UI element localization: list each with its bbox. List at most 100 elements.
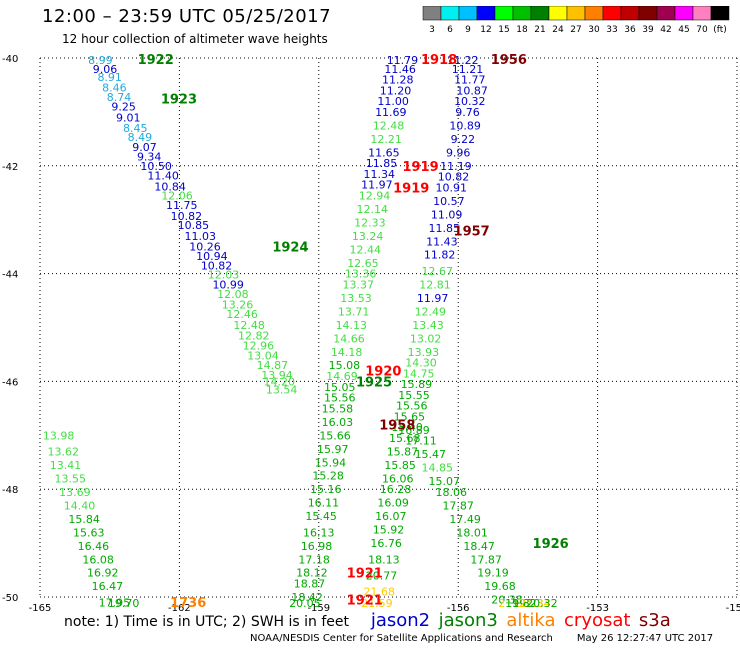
swh-value: 12.49 [415, 305, 447, 318]
y-tick-label: -46 [2, 377, 18, 388]
swh-value: 12.82 [238, 330, 270, 343]
swh-value: 15.47 [415, 448, 447, 461]
swh-value: 15.66 [319, 429, 351, 442]
swh-value: 20.38 [491, 594, 523, 607]
swh-value: 15.94 [315, 456, 347, 469]
swh-value: 11.09 [431, 208, 463, 221]
swh-value: 16.46 [78, 540, 110, 553]
swh-value: 12.48 [373, 119, 405, 132]
swh-value: 15.84 [68, 513, 100, 526]
swh-value: 12.08 [217, 288, 249, 301]
legend-jason2: jason2 [370, 610, 431, 631]
pass-time-label: 1736 [170, 596, 206, 611]
swh-value: 16.76 [370, 537, 402, 550]
units-note: note: 1) Time is in UTC; 2) SWH is in fe… [64, 614, 350, 630]
swh-value: 13.71 [338, 305, 370, 318]
swh-value: 12.65 [347, 257, 379, 270]
pass-time-label: 1919 [402, 160, 438, 175]
swh-value: 20.77 [366, 569, 398, 582]
swh-value: 8.99 [88, 54, 113, 67]
swh-value: 16.08 [82, 553, 114, 566]
swh-value: 9.76 [455, 106, 480, 119]
swh-value: 19.23 [512, 597, 544, 610]
swh-value: 10.91 [435, 181, 467, 194]
pass-time-label: 1926 [533, 537, 569, 552]
color-tick-label: 6 [447, 25, 453, 35]
x-tick-label: -150 [726, 603, 740, 614]
swh-value: 18.13 [368, 553, 400, 566]
swh-value: 13.98 [43, 429, 75, 442]
swh-value: 11.00 [377, 95, 409, 108]
swh-value: 13.36 [345, 268, 377, 281]
swh-value: 10.32 [454, 95, 486, 108]
swh-value: 14.18 [331, 346, 363, 359]
swh-value: 11.65 [368, 146, 400, 159]
legend-s3a: s3a [638, 610, 671, 631]
chart-subtitle: 12 hour collection of altimeter wave hei… [62, 32, 328, 46]
swh-value: 13.93 [408, 346, 440, 359]
swh-value: 15.68 [389, 432, 421, 445]
swh-value: 10.87 [456, 84, 488, 97]
swh-value: 17.95 [99, 596, 131, 609]
swh-value: 9.06 [93, 63, 118, 76]
swh-value: 11.77 [454, 74, 486, 87]
swh-value: 14.40 [64, 499, 96, 512]
swh-value: 17.49 [449, 513, 481, 526]
swh-value: 11.85 [366, 157, 398, 170]
swh-value: 12.44 [350, 243, 382, 256]
swh-value: 8.49 [128, 131, 153, 144]
swh-value: 11.19 [440, 160, 472, 173]
swh-value: 11.43 [426, 235, 458, 248]
swh-value: 11.21 [452, 63, 484, 76]
swh-value: 14.85 [422, 462, 454, 475]
color-tick-label: (ft) [713, 25, 727, 35]
swh-value: 15.56 [396, 400, 428, 413]
swh-value: 14.30 [405, 357, 437, 370]
swh-value: 15.58 [322, 402, 354, 415]
x-tick-label: -153 [586, 603, 609, 614]
color-tick-label: 15 [498, 25, 509, 35]
swh-value: 15.85 [384, 459, 416, 472]
swh-value: 10.89 [449, 119, 481, 132]
swh-value: 8.45 [123, 122, 148, 135]
color-swatch [710, 6, 730, 21]
swh-value: 17.18 [298, 553, 330, 566]
color-tick-label: 45 [678, 25, 689, 35]
swh-value: 8.46 [102, 82, 127, 95]
swh-value: 12.03 [208, 269, 240, 282]
swh-value: 10.85 [178, 219, 210, 232]
swh-value: 9.34 [137, 151, 162, 164]
swh-value: 12.21 [370, 133, 402, 146]
pass-time-label: 1920 [365, 365, 401, 380]
pass-time-label: 1921 [347, 567, 383, 582]
color-tick-label: 3 [429, 25, 435, 35]
swh-value: 12.46 [226, 308, 258, 321]
swh-value: 11.85 [429, 222, 461, 235]
swh-value: 15.45 [305, 510, 337, 523]
color-tick-label: 24 [552, 25, 564, 35]
swh-value: 21.59 [361, 597, 393, 610]
swh-value: 21.08 [498, 597, 530, 610]
swh-value: 12.06 [161, 189, 193, 202]
color-tick-label: 21 [534, 25, 545, 35]
swh-value: 13.94 [261, 369, 293, 382]
swh-value: 15.92 [373, 524, 405, 537]
swh-value: 9.07 [132, 141, 157, 154]
color-tick-label: 70 [696, 25, 708, 35]
credit-line: NOAA/NESDIS Center for Satellite Applica… [250, 633, 713, 644]
swh-value: 14.66 [333, 332, 365, 345]
pass-time-label: 1958 [379, 419, 415, 434]
swh-value: 17.87 [442, 499, 474, 512]
y-tick-label: -50 [2, 593, 18, 604]
swh-value: 13.54 [266, 383, 298, 396]
swh-value: 16.13 [303, 526, 335, 539]
pass-time-label: 1957 [454, 224, 490, 239]
swh-value: 11.28 [382, 74, 414, 87]
swh-value: 19.68 [484, 580, 516, 593]
legend-altika: altika [506, 610, 556, 631]
swh-value: 9.96 [446, 146, 471, 159]
swh-value: 16.28 [380, 483, 412, 496]
swh-value: 15.65 [394, 410, 426, 423]
swh-value: 18.47 [463, 540, 495, 553]
swh-value: 12.14 [356, 203, 388, 216]
